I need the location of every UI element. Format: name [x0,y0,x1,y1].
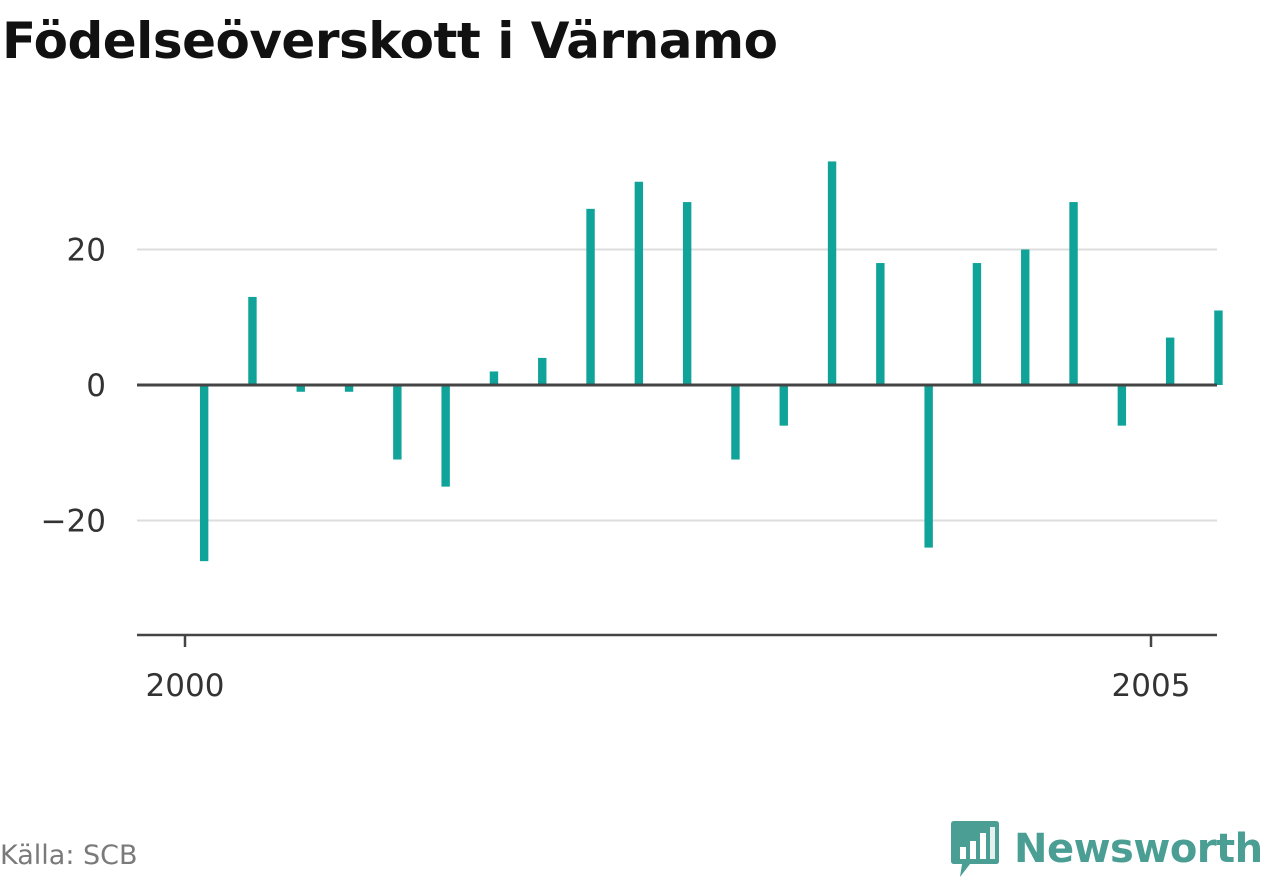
brand-name: Newsworthy [1014,826,1262,872]
y-tick-label: 20 [67,233,106,269]
axes [137,383,1217,647]
bar [296,385,305,392]
y-tick-label: −20 [41,504,106,540]
x-tick-labels: 200020052010201520202025 [146,668,1191,704]
chart-title: Födelseöverskott i Värnamo [2,12,778,70]
bar [1165,337,1175,385]
bar [441,385,450,487]
x-tick-label: 2005 [1112,668,1191,704]
bar [1214,310,1223,385]
bar [876,263,885,385]
bar [489,371,499,385]
bar [344,385,354,392]
y-tick-labels: 20 0 −20 [41,233,106,540]
y-tick-label: 0 [86,368,106,404]
bar [731,385,740,460]
bars [199,161,1223,562]
bar [827,161,837,385]
bar [779,385,788,426]
bar [1117,385,1127,426]
bar [1021,249,1030,385]
bar [634,181,644,385]
bar [586,208,595,385]
bar [393,385,402,460]
bar [199,385,209,562]
bar [538,357,547,385]
bar [248,296,257,385]
brand-logo[interactable]: Newsworthy [950,818,1262,880]
bar [1069,202,1078,385]
bar [682,202,692,385]
bar [924,385,933,548]
gridlines [137,248,1217,522]
newsworthy-logo-icon [951,821,999,877]
bar [972,263,982,385]
source-note: Källa: SCB [0,840,138,871]
x-tick-label: 2000 [146,668,225,704]
